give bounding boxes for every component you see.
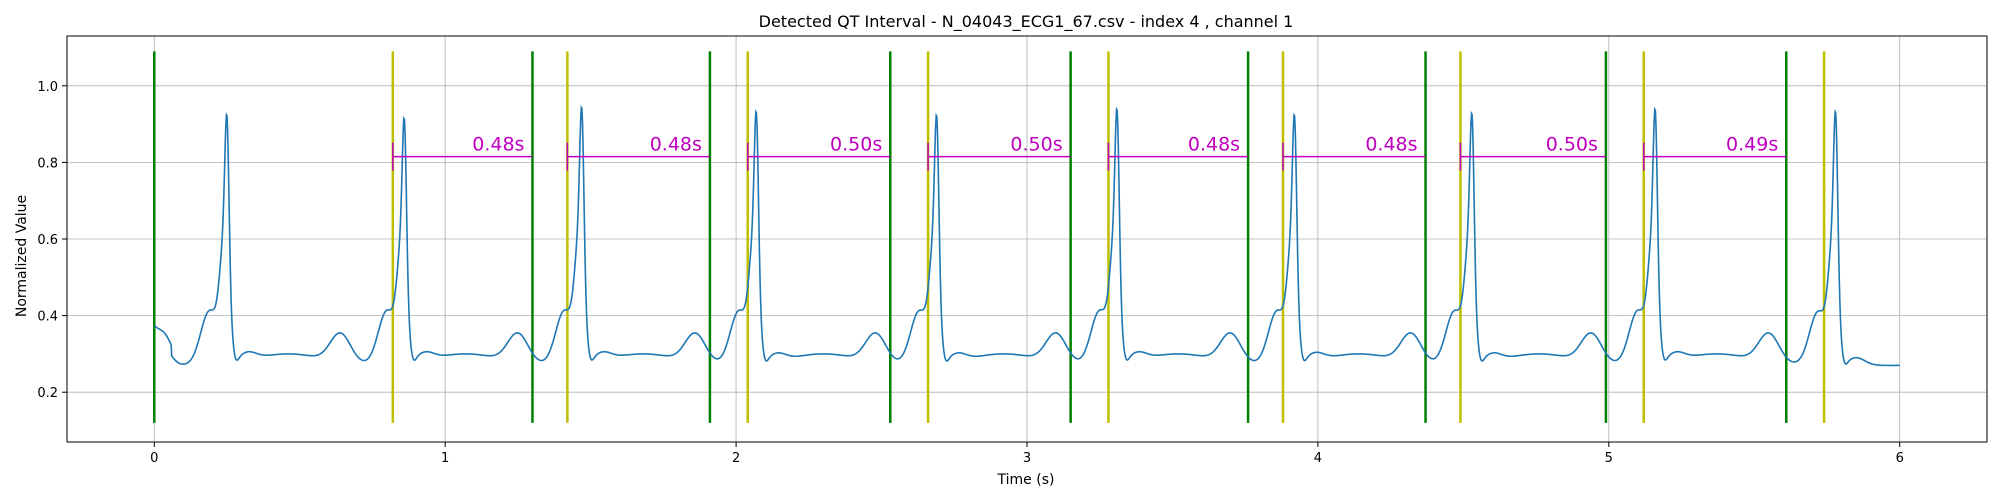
y-tick-label: 0.6 bbox=[37, 233, 58, 248]
x-axis-ticks: 0 1 2 3 4 5 6 bbox=[150, 442, 1904, 466]
x-tick-label: 1 bbox=[441, 451, 449, 466]
y-tick-label: 0.8 bbox=[37, 156, 58, 171]
x-axis-label: Time (s) bbox=[997, 472, 1055, 488]
x-tick-label: 5 bbox=[1605, 451, 1613, 466]
x-tick-label: 2 bbox=[732, 451, 740, 466]
y-tick-label: 0.4 bbox=[37, 310, 58, 325]
y-tick-label: 0.2 bbox=[37, 386, 58, 401]
markers bbox=[153, 51, 1826, 423]
x-tick-label: 6 bbox=[1896, 451, 1904, 466]
qt-interval-label: 0.48s bbox=[472, 134, 524, 156]
ecg-signal-line bbox=[153, 104, 1900, 367]
qt-interval-label: 0.49s bbox=[1726, 134, 1778, 156]
chart-title: Detected QT Interval - N_04043_ECG1_67.c… bbox=[759, 12, 1294, 32]
y-axis-label: Normalized Value bbox=[14, 195, 30, 317]
y-tick-label: 1.0 bbox=[37, 80, 58, 95]
qt-interval-label: 0.48s bbox=[1188, 134, 1240, 156]
x-tick-label: 0 bbox=[150, 451, 158, 466]
intervals: 0.48s 0.48s 0.50s 0.50s 0.48s 0.48s 0.50s 0.49s bbox=[392, 134, 1787, 171]
x-tick-label: 4 bbox=[1314, 451, 1322, 466]
qt-interval-label: 0.50s bbox=[1010, 134, 1062, 156]
grid bbox=[67, 36, 1987, 442]
signal-group bbox=[153, 104, 1900, 367]
qt-interval-label: 0.48s bbox=[650, 134, 702, 156]
qt-interval-label: 0.50s bbox=[830, 134, 882, 156]
qt-interval-label: 0.48s bbox=[1365, 134, 1417, 156]
qt-interval-label: 0.50s bbox=[1546, 134, 1598, 156]
y-axis-ticks: 0.2 0.4 0.6 0.8 1.0 bbox=[37, 80, 67, 401]
x-tick-label: 3 bbox=[1023, 451, 1031, 466]
